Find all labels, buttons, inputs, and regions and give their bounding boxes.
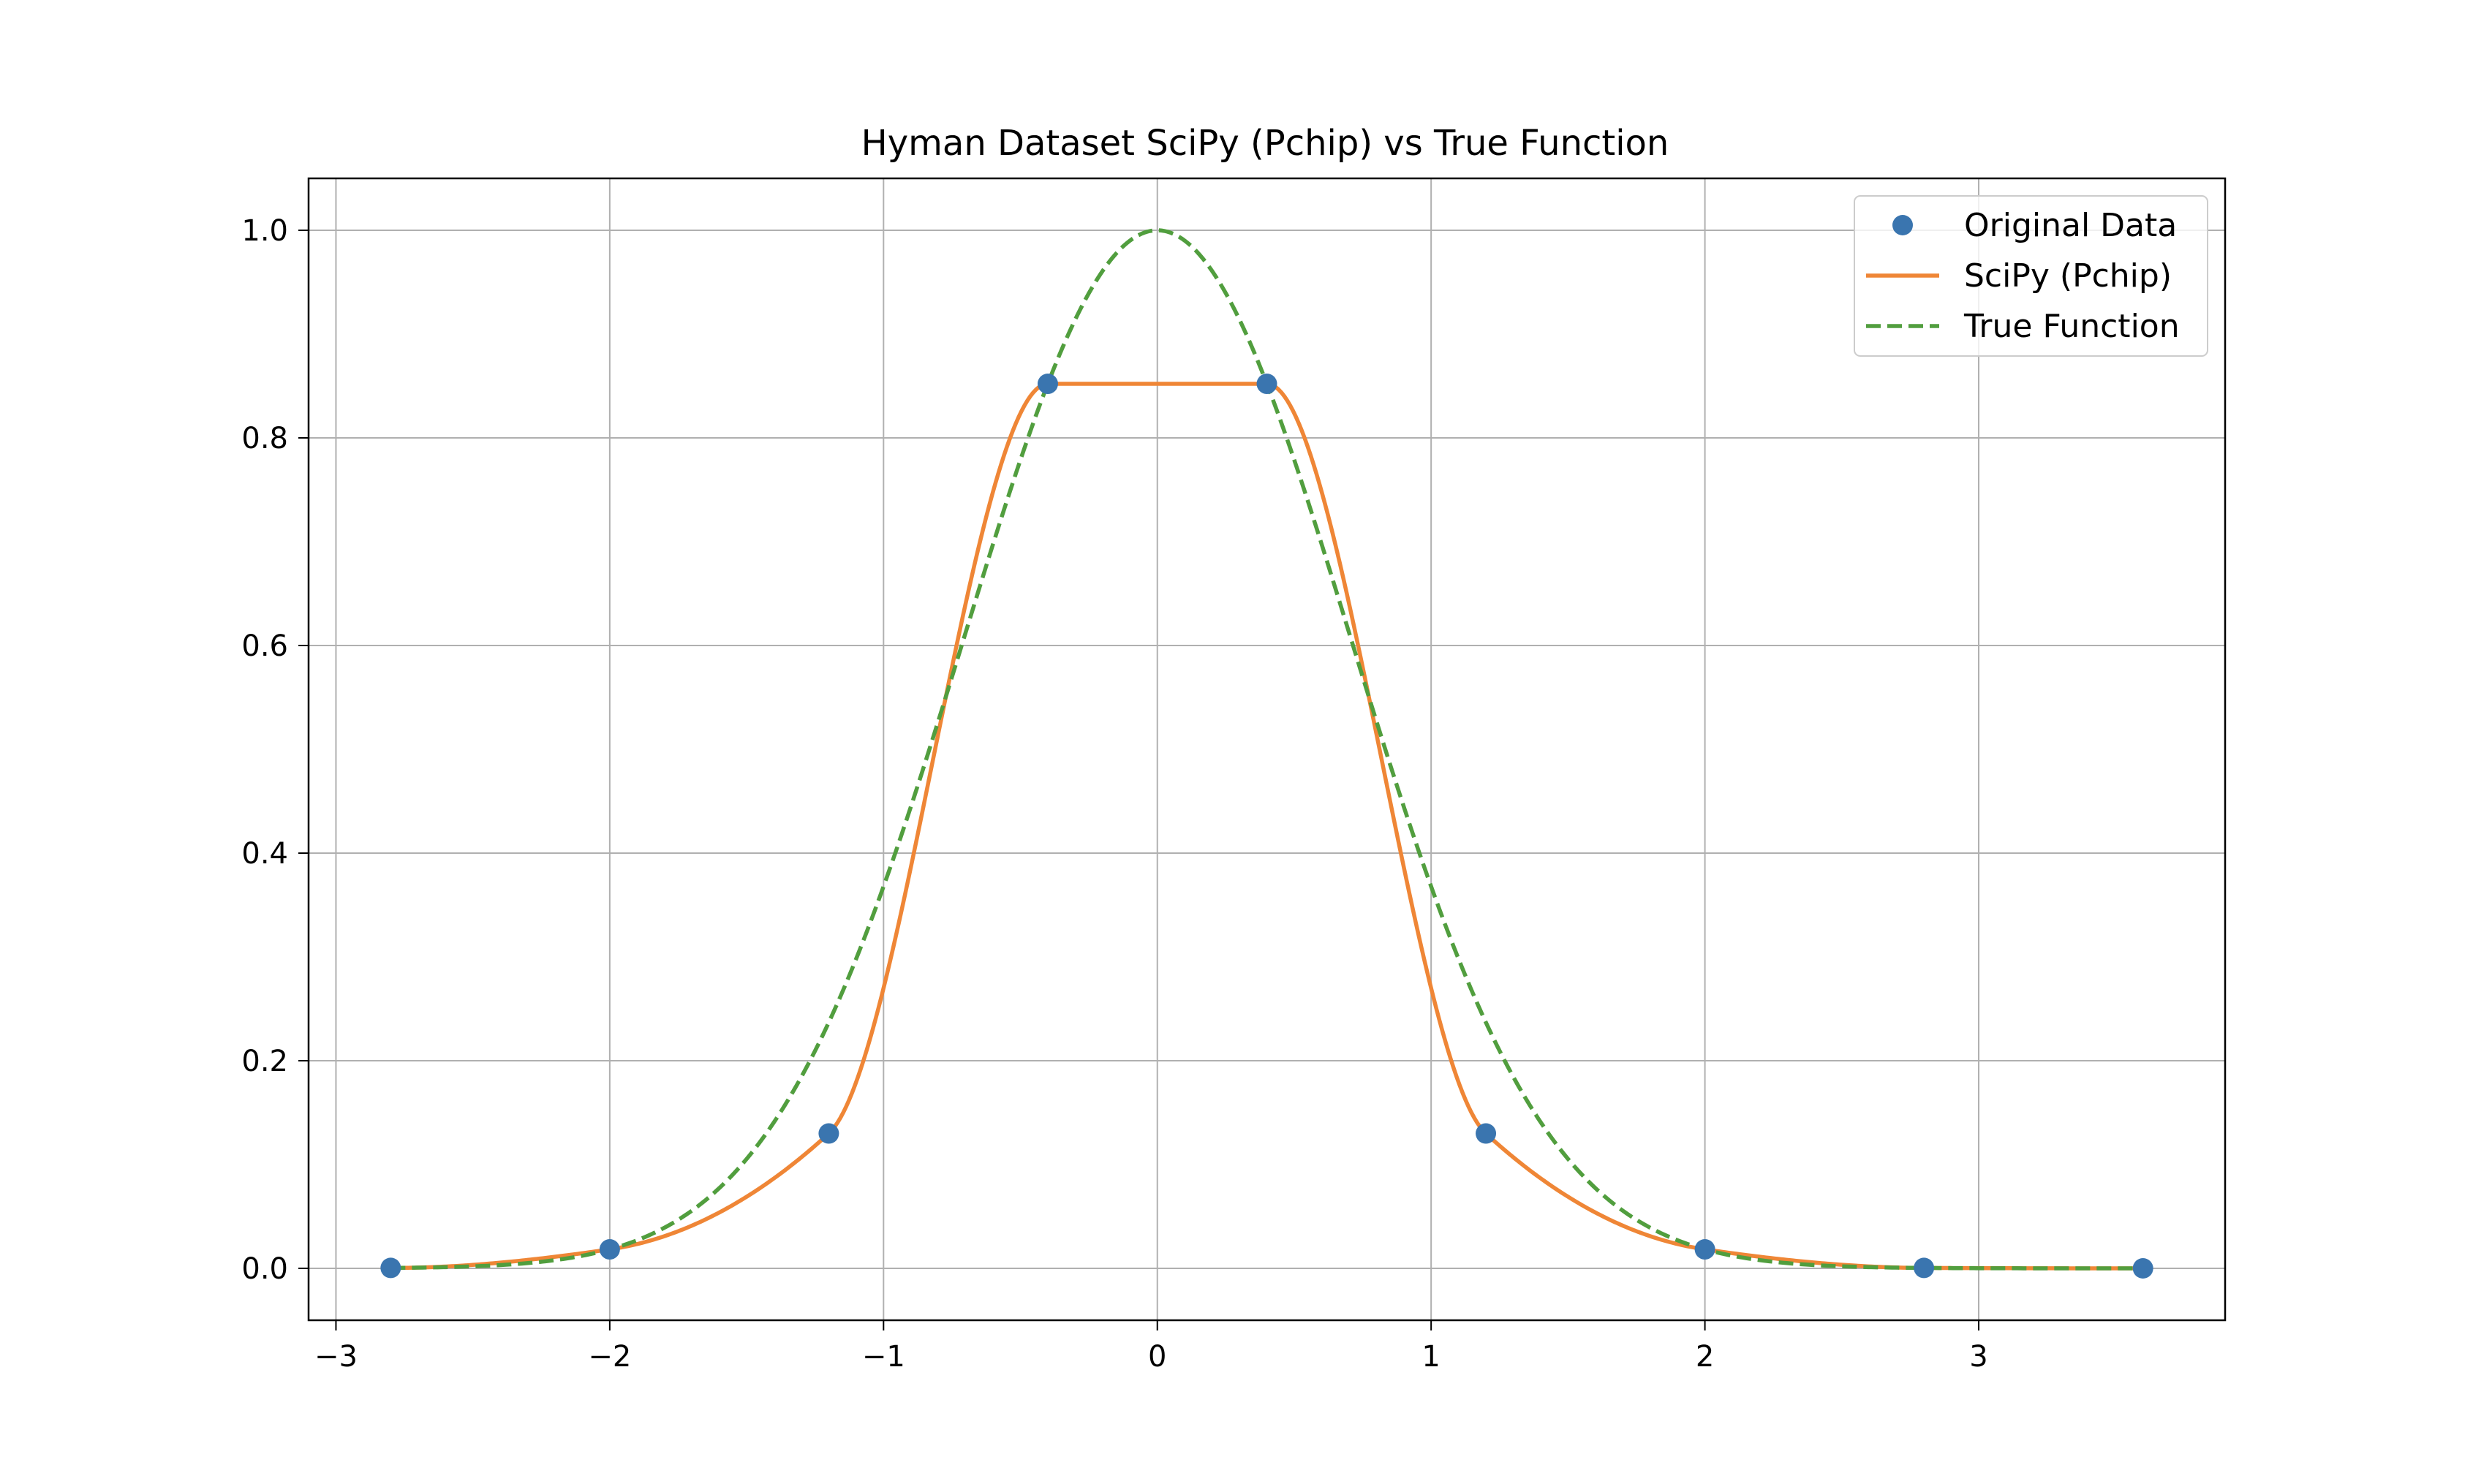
x-tick-label: 1 [1421,1340,1440,1374]
series-layer [380,228,2153,1279]
x-tick-label: 0 [1148,1340,1166,1374]
data-point [1256,374,1277,395]
x-tick-label: −1 [862,1340,905,1374]
data-point [818,1123,839,1144]
data-point [1914,1257,1935,1279]
data-point [1037,374,1058,395]
x-tick-label: 2 [1696,1340,1714,1374]
legend-box [1854,195,2208,357]
y-tick-label: 0.4 [241,837,288,871]
y-tick-label: 0.8 [241,422,288,455]
legend-label: True Function [1963,308,2180,345]
legend-label: SciPy (Pchip) [1964,257,2172,295]
plot-area-frame [307,177,2227,1322]
x-tick-label: −2 [588,1340,631,1374]
x-tick-label: 3 [1969,1340,1987,1374]
chart-title: Hyman Dataset SciPy (Pchip) vs True Func… [861,123,1669,164]
legend: Original Data SciPy (Pchip) True Function [1854,195,2208,357]
y-tick-label: 0.0 [241,1252,288,1286]
legend-label: Original Data [1964,207,2177,244]
data-point [599,1239,620,1260]
y-tick-label: 1.0 [241,214,288,248]
x-tick-label: −3 [314,1340,358,1374]
grid [309,178,2225,1320]
y-tick-label: 0.2 [241,1045,288,1078]
data-point [2132,1258,2153,1279]
y-tick-label: 0.6 [241,629,288,663]
data-point [380,1257,401,1279]
data-point [1694,1239,1715,1260]
axes: −3 −2 −1 0 1 2 3 0.0 0.2 0.4 0.6 0.8 1.0 [241,214,1987,1374]
data-point [1476,1123,1497,1144]
legend-marker-original-data [1892,215,1913,235]
